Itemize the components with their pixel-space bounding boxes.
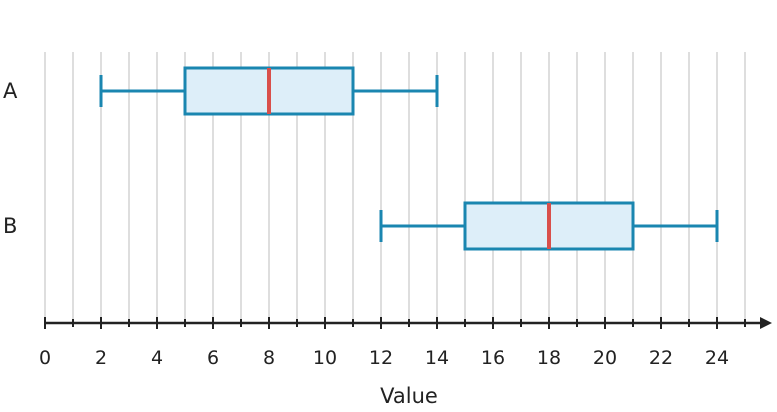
x-tick-label: 16 (481, 347, 505, 369)
x-tick-label: 2 (95, 347, 107, 369)
x-tick-label: 4 (151, 347, 163, 369)
x-tick-label: 8 (263, 347, 275, 369)
category-label: A (3, 79, 18, 103)
x-tick-label: 6 (207, 347, 219, 369)
x-axis-ticks: 0 2 4 6 8 10 12 14 16 18 20 22 24 (39, 317, 746, 369)
x-tick-label: 20 (593, 347, 617, 369)
x-tick-label: 14 (425, 347, 449, 369)
x-axis-arrowhead (760, 317, 772, 329)
x-tick-label: 22 (649, 347, 673, 369)
box-plot-b (379, 201, 719, 251)
box-plot-a (99, 66, 439, 116)
x-tick-label: 12 (369, 347, 393, 369)
box-plots (99, 66, 719, 251)
x-tick-label: 0 (39, 347, 51, 369)
category-label: B (3, 214, 17, 238)
category-labels: AB (3, 79, 18, 238)
x-axis (45, 317, 772, 329)
x-tick-label: 10 (313, 347, 337, 369)
grid-lines (44, 52, 746, 323)
x-tick-label: 24 (705, 347, 729, 369)
x-axis-title: Value (380, 384, 438, 408)
x-tick-label: 18 (537, 347, 561, 369)
